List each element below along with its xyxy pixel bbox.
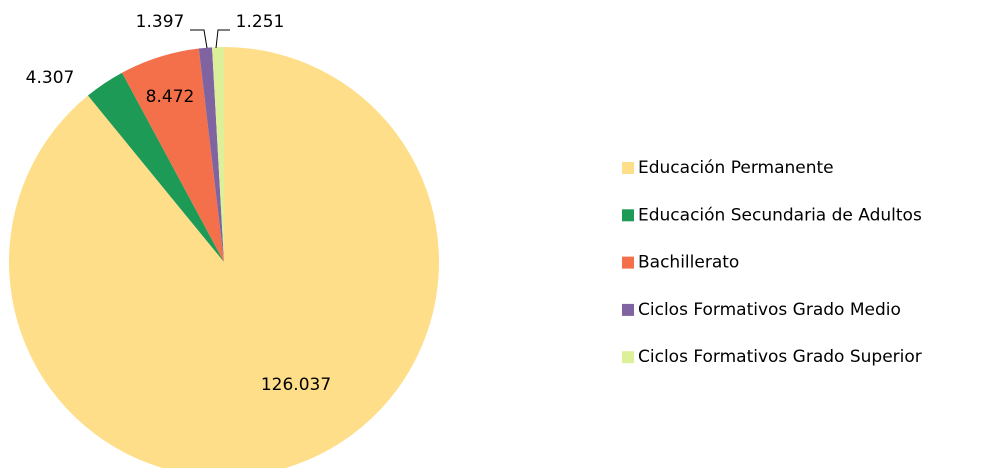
legend-swatch (622, 303, 634, 316)
legend-swatch (622, 351, 634, 364)
data-label: 1.251 (236, 12, 285, 32)
data-label: 1.397 (136, 12, 185, 32)
legend-label: Educación Permanente (638, 158, 834, 178)
legend-swatch (622, 256, 634, 269)
data-label: 126.037 (261, 375, 331, 395)
leader-line (215, 29, 230, 49)
pie-slice (9, 47, 439, 468)
pie-slice (87, 72, 225, 262)
legend-label: Bachillerato (638, 253, 739, 273)
data-label: 4.307 (26, 68, 75, 88)
legend-swatch (622, 162, 634, 174)
pie-slice (198, 47, 224, 262)
data-label: 8.472 (146, 87, 195, 107)
legend-label: Ciclos Formativos Grado Medio (638, 300, 901, 320)
legend-swatch (622, 209, 634, 222)
pie-slice (122, 48, 224, 262)
legend-label: Ciclos Formativos Grado Superior (638, 347, 922, 367)
pie-slice (212, 47, 224, 262)
legend-label: Educación Secundaria de Adultos (638, 205, 922, 225)
leader-line (190, 29, 208, 49)
